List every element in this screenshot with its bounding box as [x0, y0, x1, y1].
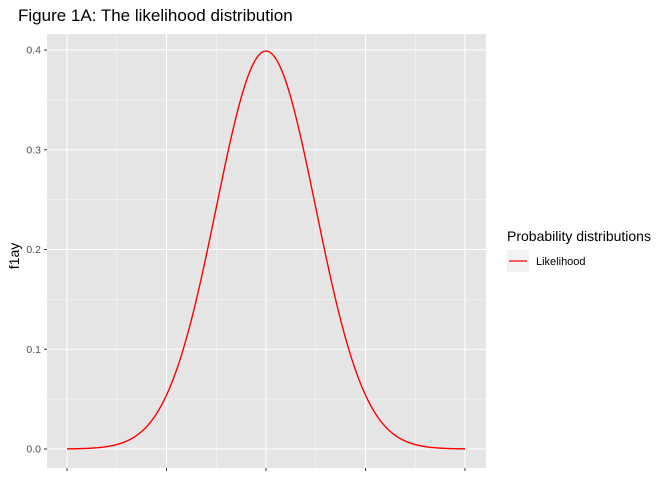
- y-tick-label: 0.0: [26, 444, 41, 456]
- legend-label-likelihood: Likelihood: [536, 256, 586, 268]
- y-axis-title: f1ay: [6, 243, 22, 269]
- y-tick-label: 0.1: [26, 344, 41, 356]
- legend: Probability distributions Likelihood: [507, 228, 651, 272]
- axes: 0.0 0.1 0.2 0.3 0.4: [26, 45, 466, 471]
- legend-title: Probability distributions: [507, 228, 651, 244]
- y-tick-label: 0.3: [26, 144, 41, 156]
- grid-lines: [47, 34, 486, 468]
- y-tick-label: 0.2: [26, 244, 41, 256]
- y-tick-label: 0.4: [26, 45, 41, 57]
- series-line-likelihood: [66, 50, 466, 450]
- chart-title: Figure 1A: The likelihood distribution: [18, 6, 293, 25]
- series-layer: [66, 50, 466, 450]
